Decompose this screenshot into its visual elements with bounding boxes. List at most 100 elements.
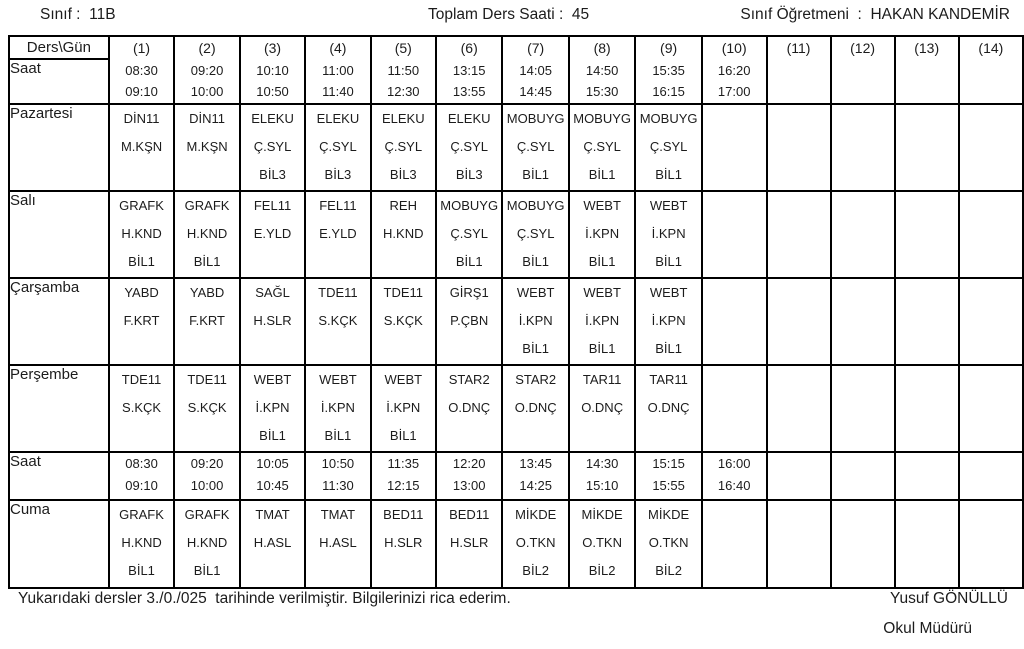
cell-line: F.KRT	[123, 313, 160, 328]
period-header: (14)	[957, 35, 1024, 105]
cell-line: FEL11	[253, 198, 292, 213]
cell-line	[833, 422, 893, 450]
cell-line: İ.KPN	[585, 313, 620, 328]
schedule-cell	[957, 364, 1024, 453]
schedule-cell	[829, 190, 896, 279]
cell-line: WEBT	[319, 372, 357, 387]
cell-line: 10:45	[256, 478, 289, 493]
cell-line: DİN11	[123, 111, 160, 126]
cell-line	[769, 502, 829, 529]
cell-line	[897, 280, 957, 307]
cell-line: TAR11	[649, 372, 688, 387]
cell-line: Ç.SYL	[319, 139, 357, 154]
cell-line: WEBT	[649, 198, 688, 213]
cell-line: H.SLR	[450, 535, 489, 550]
cell-line: O.TKN	[648, 535, 689, 550]
cell-line	[769, 307, 829, 335]
cell-line: H.KND	[186, 535, 228, 550]
cell-line	[833, 307, 893, 335]
cell-line	[704, 529, 765, 557]
hour-row-label: Saat	[8, 58, 110, 105]
schedule-cell: MOBUYG Ç.SYL BİL1	[434, 190, 504, 279]
cell-line	[833, 475, 893, 497]
cell-line: E.YLD	[253, 226, 292, 241]
cell-line: 10:05	[256, 456, 289, 471]
footer-note: Yukarıdaki dersler 3./0./025 tarihinde v…	[18, 590, 511, 607]
period-header: (2) 09:20 10:00	[173, 35, 241, 105]
cell-line: İ.KPN	[255, 400, 290, 415]
schedule-cell	[893, 451, 960, 501]
period-time: 16:20	[717, 63, 751, 78]
period-header: (12)	[829, 35, 896, 105]
period-time: 11:50	[387, 63, 420, 78]
schedule-cell	[765, 190, 832, 279]
cell-line: İ.KPN	[651, 226, 686, 241]
cell-line: 10:50	[321, 456, 355, 471]
period-time: 13:55	[452, 84, 486, 99]
schedule-cell: 08:30 09:10	[107, 451, 176, 501]
schedule-cell	[893, 103, 960, 192]
cell-line: H.ASL	[319, 535, 357, 550]
period-time: 09:20	[190, 63, 224, 78]
cell-line: BİL1	[655, 254, 682, 269]
cell-line	[637, 422, 699, 450]
period-time: 10:10	[256, 63, 289, 78]
cell-line: H.KND	[186, 226, 228, 241]
schedule-cell	[765, 451, 832, 501]
schedule-cell: GRAFK H.KND BİL1	[107, 190, 176, 279]
period-time: 15:30	[585, 84, 619, 99]
cell-line	[704, 422, 765, 450]
cell-line: O.DNÇ	[448, 400, 491, 415]
cell-line	[897, 502, 957, 529]
cell-line	[438, 422, 500, 450]
schedule-cell: MİKDE O.TKN BİL2	[501, 499, 570, 589]
schedule-cell: 10:50 11:30	[304, 451, 372, 501]
schedule-cell: 09:20 10:00	[173, 451, 241, 501]
schedule-cell	[765, 103, 832, 192]
cell-line: P.ÇBN	[450, 313, 489, 328]
cell-line: S.KÇK	[187, 400, 227, 415]
cell-line: Ç.SYL	[253, 139, 292, 154]
cell-line	[897, 367, 957, 394]
cell-line: GRAFK	[184, 198, 230, 213]
cell-line: BİL1	[522, 341, 550, 356]
cell-line	[704, 557, 765, 585]
schedule-cell: WEBT İ.KPN BİL1	[369, 364, 437, 453]
schedule-cell: STAR2 O.DNÇ	[501, 364, 570, 453]
schedule-cell: 13:45 14:25	[501, 451, 570, 501]
cell-line: YABD	[124, 285, 159, 300]
day-label: Çarşamba	[8, 277, 110, 366]
cell-line	[833, 220, 893, 248]
cell-line	[176, 422, 238, 450]
cell-line: MİKDE	[515, 507, 557, 522]
cell-line: STAR2	[448, 372, 490, 387]
day-row: Çarşamba YABD F.KRT YABD F.KRT SAĞL H.SLR TDE11…	[8, 277, 1024, 366]
schedule-cell: WEBT İ.KPN BİL1	[634, 277, 703, 366]
cell-line	[769, 280, 829, 307]
cell-line: SAĞL	[255, 285, 290, 300]
cell-line: TDE11	[187, 372, 227, 387]
cell-line: BİL1	[193, 254, 221, 269]
cell-line: ELEKU	[447, 111, 491, 126]
schedule-cell: ELEKU Ç.SYL BİL3	[238, 103, 307, 192]
cell-line: GRAFK	[119, 507, 164, 522]
schedule-cell: SAĞL H.SLR	[238, 277, 307, 366]
schedule-cell: BED11 H.SLR	[369, 499, 437, 589]
period-time: 10:50	[256, 84, 289, 99]
schedule-cell: FEL11 E.YLD	[304, 190, 372, 279]
period-number: (3)	[263, 40, 282, 56]
cell-line: TAR11	[582, 372, 622, 387]
schedule-cell: YABD F.KRT	[173, 277, 241, 366]
cell-line	[897, 161, 957, 189]
schedule-cell: TDE11 S.KÇK	[304, 277, 372, 366]
corner-label: Ders\Gün	[8, 35, 110, 60]
cell-line	[704, 193, 765, 220]
schedule-cell: 16:00 16:40	[700, 451, 768, 501]
period-time: 08:30	[125, 63, 158, 78]
cell-line	[897, 529, 957, 557]
cell-line: Ç.SYL	[516, 226, 555, 241]
cell-line	[961, 161, 1021, 189]
schedule-cell: 11:35 12:15	[369, 451, 437, 501]
cell-line: BİL1	[588, 167, 616, 182]
cell-line	[176, 335, 238, 363]
